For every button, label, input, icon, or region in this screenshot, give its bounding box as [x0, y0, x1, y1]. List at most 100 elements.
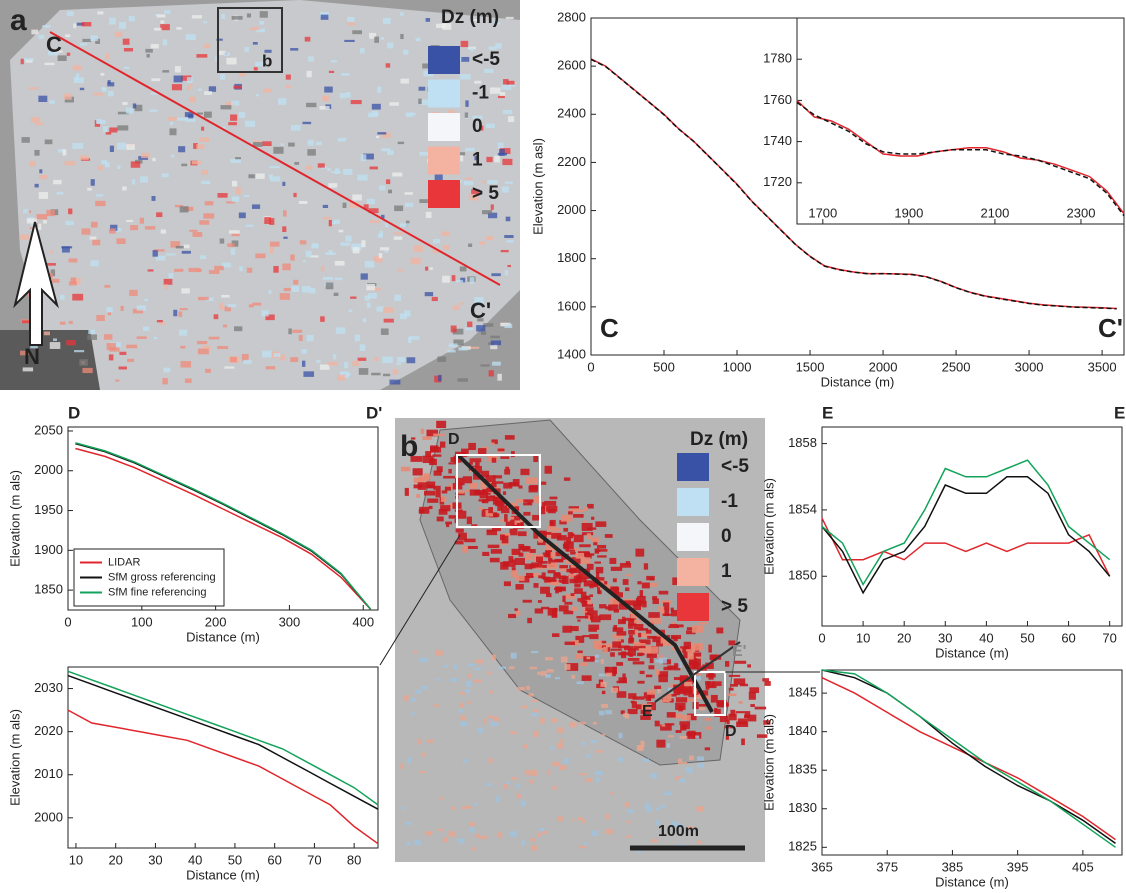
texture-speck — [60, 322, 66, 325]
texture-speck — [31, 117, 40, 122]
texture-speck — [627, 810, 634, 813]
texture-speck — [459, 709, 463, 713]
texture-speck — [92, 240, 100, 246]
texture-speck — [365, 261, 375, 268]
texture-speck — [181, 164, 187, 167]
texture-speck — [642, 583, 650, 589]
texture-speck — [480, 492, 489, 499]
texture-speck — [479, 507, 483, 510]
texture-speck — [475, 462, 480, 467]
texture-speck — [339, 230, 344, 233]
texture-speck — [625, 836, 631, 838]
texture-speck — [419, 771, 425, 773]
texture-speck — [538, 575, 542, 578]
texture-speck — [263, 89, 271, 93]
panel-label: a — [10, 4, 27, 37]
texture-speck — [588, 629, 597, 632]
texture-speck — [720, 716, 728, 723]
texture-speck — [384, 319, 394, 323]
texture-speck — [697, 840, 701, 844]
texture-speck — [311, 245, 318, 248]
texture-speck — [169, 128, 176, 135]
texture-speck — [445, 487, 451, 491]
texture-speck — [97, 11, 103, 14]
texture-speck — [413, 468, 423, 475]
texture-speck — [62, 246, 70, 252]
texture-speck — [523, 600, 532, 603]
texture-speck — [559, 605, 569, 611]
texture-speck — [679, 778, 685, 782]
texture-speck — [467, 517, 472, 525]
texture-speck — [635, 549, 644, 557]
texture-speck — [571, 607, 577, 611]
texture-speck — [626, 561, 630, 565]
texture-speck — [550, 520, 556, 526]
texture-speck — [376, 136, 379, 138]
texture-speck — [736, 711, 745, 713]
texture-speck — [37, 214, 48, 219]
texture-speck — [401, 807, 405, 809]
texture-speck — [540, 587, 550, 594]
texture-speck — [695, 736, 699, 739]
texture-speck — [623, 579, 629, 585]
texture-speck — [530, 667, 538, 669]
texture-speck — [537, 672, 541, 675]
texture-speck — [406, 822, 413, 825]
texture-speck — [583, 520, 587, 523]
x-tick-label: 375 — [876, 859, 898, 874]
texture-speck — [145, 49, 152, 53]
texture-speck — [504, 469, 510, 474]
texture-speck — [613, 627, 624, 631]
texture-speck — [405, 203, 413, 207]
texture-speck — [443, 837, 447, 842]
texture-speck — [448, 469, 451, 473]
texture-speck — [552, 633, 559, 637]
texture-speck — [282, 264, 290, 271]
texture-speck — [599, 614, 611, 620]
texture-speck — [178, 146, 185, 152]
texture-speck — [306, 251, 312, 257]
texture-speck — [545, 674, 551, 677]
texture-speck — [424, 491, 435, 496]
texture-speck — [53, 180, 62, 184]
texture-speck — [457, 378, 468, 382]
legend-label: 0 — [472, 116, 483, 137]
texture-speck — [470, 277, 475, 284]
texture-speck — [109, 354, 114, 360]
texture-speck — [316, 360, 320, 363]
texture-speck — [599, 674, 605, 677]
texture-speck — [288, 143, 295, 147]
texture-speck — [576, 616, 588, 618]
texture-speck — [172, 84, 182, 90]
texture-speck — [474, 680, 482, 683]
texture-speck — [329, 220, 332, 226]
texture-speck — [273, 266, 278, 273]
x-axis-label: Distance (m) — [186, 629, 260, 644]
texture-speck — [461, 807, 467, 809]
legend-swatch — [677, 523, 709, 551]
legend-swatch — [677, 593, 709, 621]
texture-speck — [305, 166, 312, 170]
texture-speck — [400, 12, 404, 16]
texture-speck — [269, 166, 279, 168]
texture-speck — [472, 847, 476, 850]
texture-speck — [119, 367, 127, 370]
texture-speck — [561, 515, 573, 522]
texture-speck — [186, 118, 196, 122]
texture-speck — [502, 159, 512, 165]
texture-speck — [123, 39, 130, 45]
texture-speck — [220, 238, 225, 243]
texture-speck — [501, 250, 509, 252]
x-tick-label: 3000 — [1015, 359, 1044, 374]
texture-speck — [529, 486, 538, 493]
texture-speck — [160, 20, 164, 23]
legend-label: 1 — [721, 561, 732, 582]
texture-speck — [689, 755, 694, 760]
texture-speck — [224, 366, 234, 368]
texture-speck — [648, 665, 654, 669]
texture-speck — [507, 240, 514, 243]
texture-speck — [734, 661, 746, 664]
texture-speck — [492, 458, 497, 463]
texture-speck — [334, 293, 339, 296]
y-tick-label: 1835 — [788, 762, 817, 777]
